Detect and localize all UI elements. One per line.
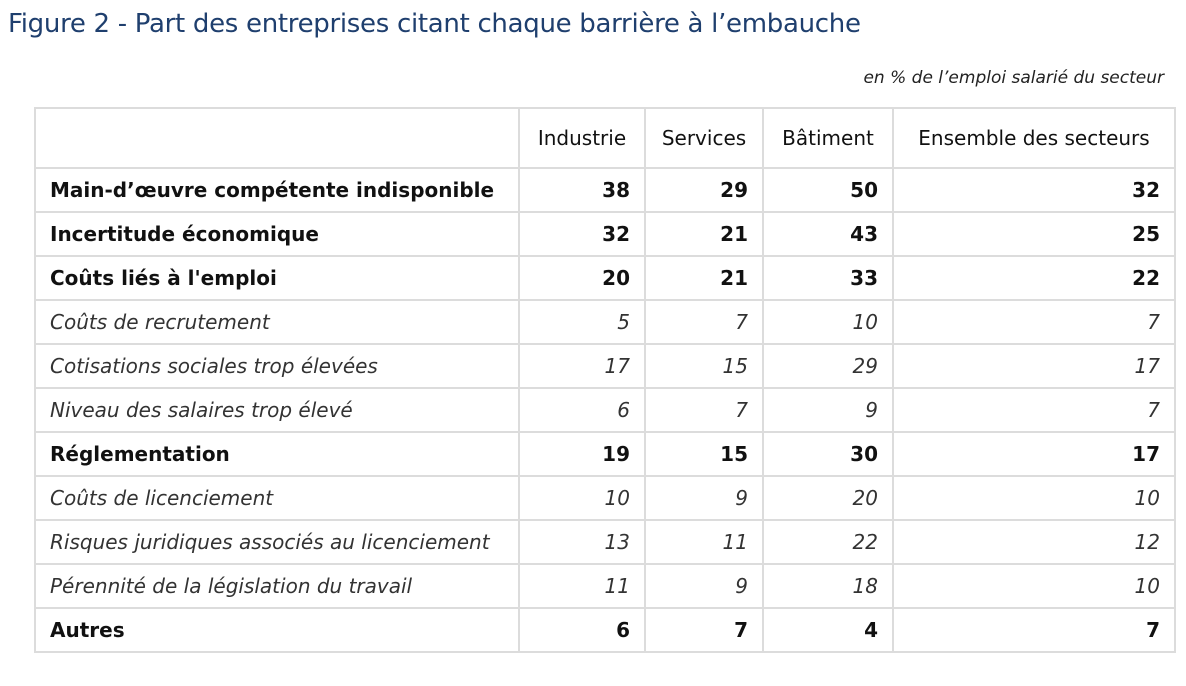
column-header-batiment: Bâtiment: [762, 107, 894, 169]
cell-industrie: 11: [518, 563, 646, 609]
cell-ensemble: 7: [892, 607, 1176, 653]
row-label: Coûts de licenciement: [34, 475, 520, 521]
table-row: Cotisations sociales trop élevées 17 15 …: [34, 343, 1176, 389]
barriers-table: Industrie Services Bâtiment Ensemble des…: [34, 107, 1176, 653]
cell-batiment: 29: [762, 343, 894, 389]
cell-batiment: 9: [762, 387, 894, 433]
cell-services: 9: [644, 563, 764, 609]
cell-services: 11: [644, 519, 764, 565]
cell-services: 21: [644, 211, 764, 257]
figure-unit-note: en % de l’emploi salarié du secteur: [863, 68, 1164, 88]
cell-ensemble: 22: [892, 255, 1176, 301]
cell-ensemble: 10: [892, 475, 1176, 521]
cell-industrie: 6: [518, 607, 646, 653]
cell-batiment: 30: [762, 431, 894, 477]
cell-services: 29: [644, 167, 764, 213]
table-row: Coûts de licenciement 10 9 20 10: [34, 475, 1176, 521]
column-header-ensemble: Ensemble des secteurs: [892, 107, 1176, 169]
row-label: Main-d’œuvre compétente indisponible: [34, 167, 520, 213]
cell-ensemble: 25: [892, 211, 1176, 257]
cell-batiment: 20: [762, 475, 894, 521]
row-label: Réglementation: [34, 431, 520, 477]
column-header-services: Services: [644, 107, 764, 169]
cell-batiment: 50: [762, 167, 894, 213]
cell-batiment: 10: [762, 299, 894, 345]
cell-batiment: 43: [762, 211, 894, 257]
table-header-row: Industrie Services Bâtiment Ensemble des…: [34, 107, 1176, 169]
table-row: Autres 6 7 4 7: [34, 607, 1176, 653]
cell-ensemble: 7: [892, 299, 1176, 345]
cell-ensemble: 17: [892, 343, 1176, 389]
cell-industrie: 13: [518, 519, 646, 565]
row-label: Pérennité de la législation du travail: [34, 563, 520, 609]
cell-industrie: 19: [518, 431, 646, 477]
table-row: Niveau des salaires trop élevé 6 7 9 7: [34, 387, 1176, 433]
cell-batiment: 4: [762, 607, 894, 653]
cell-services: 21: [644, 255, 764, 301]
row-label: Coûts de recrutement: [34, 299, 520, 345]
cell-services: 7: [644, 387, 764, 433]
column-header-label: [34, 107, 520, 169]
table-row: Incertitude économique 32 21 43 25: [34, 211, 1176, 257]
row-label: Coûts liés à l'emploi: [34, 255, 520, 301]
table-row: Risques juridiques associés au licenciem…: [34, 519, 1176, 565]
cell-services: 9: [644, 475, 764, 521]
cell-industrie: 17: [518, 343, 646, 389]
cell-industrie: 32: [518, 211, 646, 257]
cell-batiment: 22: [762, 519, 894, 565]
cell-ensemble: 10: [892, 563, 1176, 609]
row-label: Autres: [34, 607, 520, 653]
cell-ensemble: 7: [892, 387, 1176, 433]
cell-batiment: 18: [762, 563, 894, 609]
cell-industrie: 38: [518, 167, 646, 213]
cell-industrie: 6: [518, 387, 646, 433]
cell-industrie: 20: [518, 255, 646, 301]
table-row: Coûts liés à l'emploi 20 21 33 22: [34, 255, 1176, 301]
cell-services: 15: [644, 343, 764, 389]
cell-industrie: 5: [518, 299, 646, 345]
row-label: Incertitude économique: [34, 211, 520, 257]
table-row: Réglementation 19 15 30 17: [34, 431, 1176, 477]
cell-ensemble: 17: [892, 431, 1176, 477]
column-header-industrie: Industrie: [518, 107, 646, 169]
figure-title: Figure 2 - Part des entreprises citant c…: [8, 9, 861, 39]
row-label: Niveau des salaires trop élevé: [34, 387, 520, 433]
table-row: Pérennité de la législation du travail 1…: [34, 563, 1176, 609]
cell-services: 15: [644, 431, 764, 477]
cell-ensemble: 12: [892, 519, 1176, 565]
table-row: Main-d’œuvre compétente indisponible 38 …: [34, 167, 1176, 213]
cell-industrie: 10: [518, 475, 646, 521]
row-label: Risques juridiques associés au licenciem…: [34, 519, 520, 565]
cell-services: 7: [644, 607, 764, 653]
row-label: Cotisations sociales trop élevées: [34, 343, 520, 389]
cell-batiment: 33: [762, 255, 894, 301]
table-body: Main-d’œuvre compétente indisponible 38 …: [34, 167, 1176, 653]
cell-ensemble: 32: [892, 167, 1176, 213]
table-row: Coûts de recrutement 5 7 10 7: [34, 299, 1176, 345]
cell-services: 7: [644, 299, 764, 345]
